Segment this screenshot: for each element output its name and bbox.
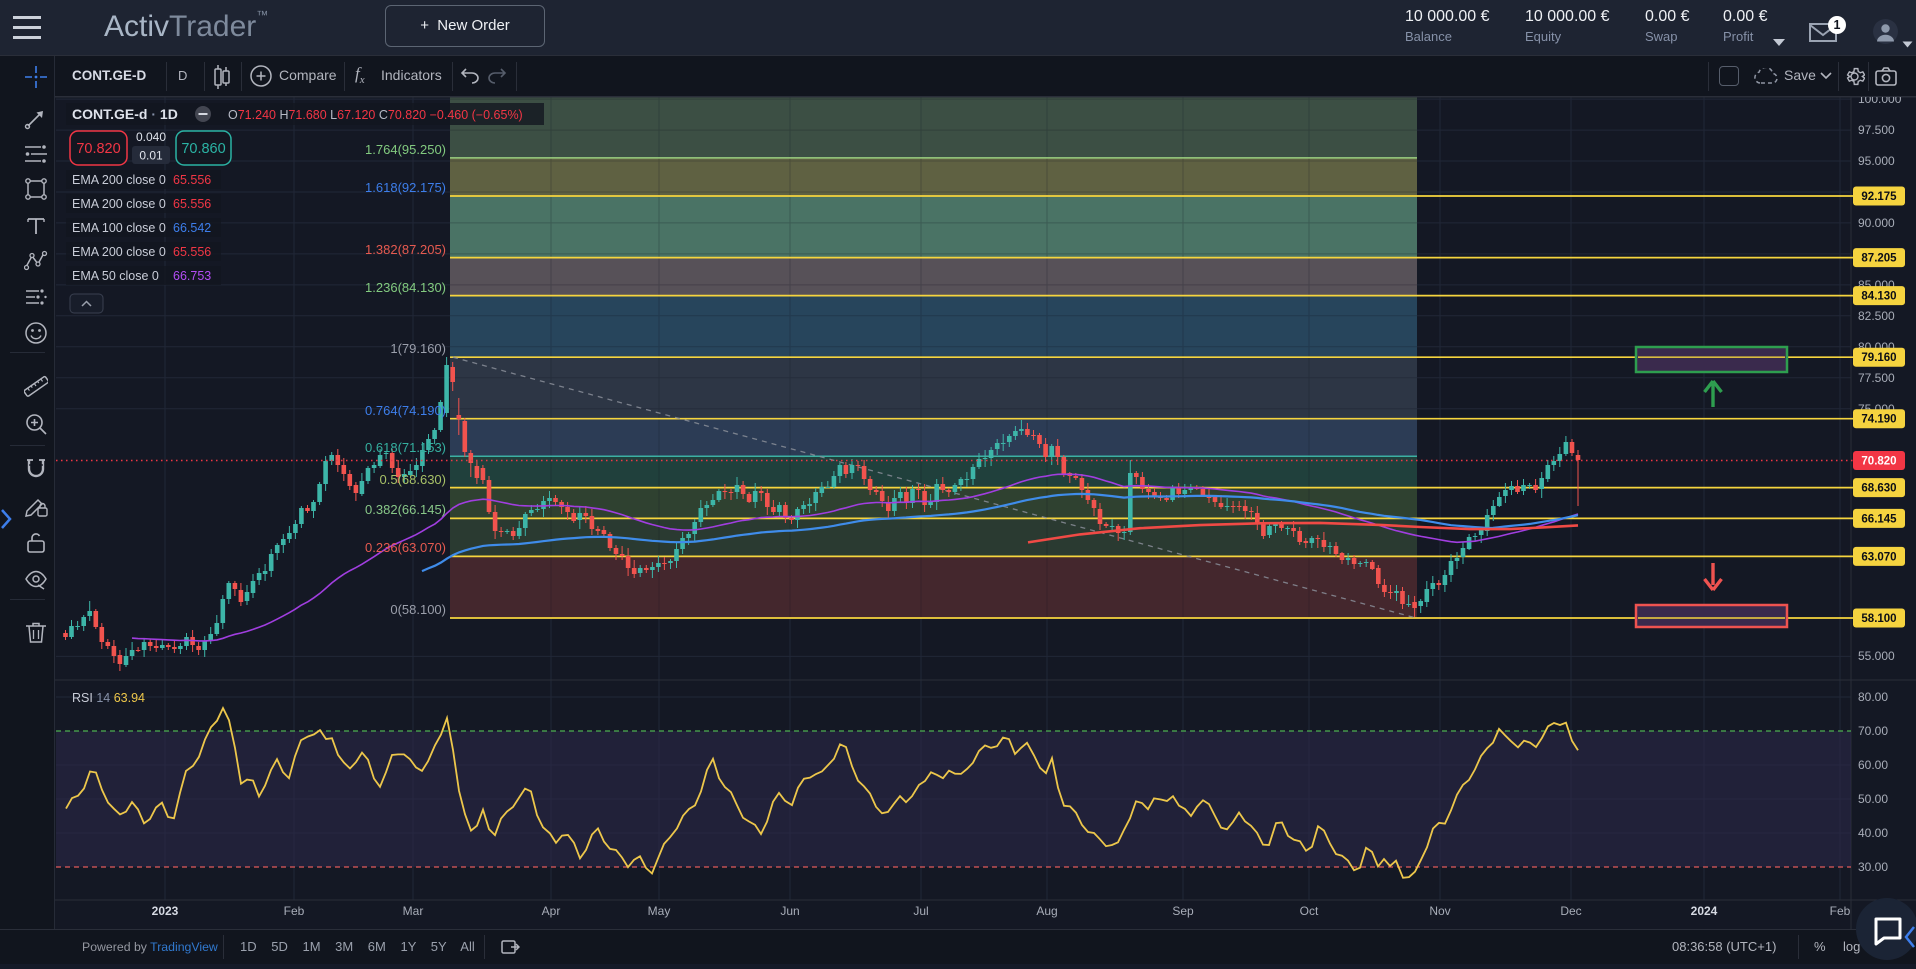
svg-text:1.618(92.175): 1.618(92.175) — [365, 180, 446, 195]
svg-text:87.205: 87.205 — [1861, 253, 1897, 265]
svg-text:2023: 2023 — [152, 904, 179, 918]
svg-text:CONT.GE-d · 1D: CONT.GE-d · 1D — [72, 106, 178, 122]
svg-text:EMA 50 close 0: EMA 50 close 0 — [72, 269, 159, 283]
svg-text:0.5(68.630): 0.5(68.630) — [380, 472, 447, 487]
svg-text:EMA 200 close 0: EMA 200 close 0 — [72, 245, 166, 259]
svg-text:0.040: 0.040 — [136, 130, 166, 144]
svg-text:Mar: Mar — [403, 904, 424, 918]
svg-text:Nov: Nov — [1429, 904, 1450, 918]
svg-text:50.00: 50.00 — [1858, 792, 1888, 806]
svg-text:0(58.100): 0(58.100) — [390, 602, 446, 617]
svg-text:Sep: Sep — [1172, 904, 1194, 918]
svg-text:65.556: 65.556 — [173, 197, 211, 211]
svg-text:Apr: Apr — [542, 904, 561, 918]
svg-text:40.00: 40.00 — [1858, 826, 1888, 840]
svg-text:66.542: 66.542 — [173, 221, 211, 235]
svg-text:70.820: 70.820 — [76, 141, 120, 157]
svg-text:RSI 14 63.94: RSI 14 63.94 — [72, 691, 145, 705]
svg-text:77.500: 77.500 — [1858, 371, 1895, 385]
svg-text:Feb: Feb — [284, 904, 305, 918]
svg-text:68.630: 68.630 — [1861, 483, 1896, 495]
svg-text:Aug: Aug — [1036, 904, 1057, 918]
svg-text:70.00: 70.00 — [1858, 724, 1888, 738]
svg-text:EMA 200 close 0: EMA 200 close 0 — [72, 173, 166, 187]
svg-text:O71.240 H71.680 L67.120 C70.82: O71.240 H71.680 L67.120 C70.820 −0.460 (… — [228, 108, 523, 122]
svg-text:May: May — [648, 904, 671, 918]
svg-text:58.100: 58.100 — [1861, 613, 1896, 625]
svg-text:66.145: 66.145 — [1861, 513, 1897, 525]
svg-text:EMA 100 close 0: EMA 100 close 0 — [72, 221, 166, 235]
svg-text:97.500: 97.500 — [1858, 123, 1895, 137]
svg-text:EMA 200 close 0: EMA 200 close 0 — [72, 197, 166, 211]
svg-text:80.00: 80.00 — [1858, 690, 1888, 704]
svg-text:Feb: Feb — [1830, 904, 1851, 918]
svg-text:66.753: 66.753 — [173, 269, 211, 283]
svg-text:Jun: Jun — [780, 904, 799, 918]
svg-text:82.500: 82.500 — [1858, 309, 1895, 323]
svg-text:0.764(74.190): 0.764(74.190) — [365, 403, 446, 418]
svg-text:55.000: 55.000 — [1858, 649, 1895, 663]
svg-text:95.000: 95.000 — [1858, 154, 1895, 168]
svg-text:70.820: 70.820 — [1861, 456, 1896, 468]
svg-text:1.382(87.205): 1.382(87.205) — [365, 242, 446, 257]
svg-text:92.175: 92.175 — [1861, 191, 1897, 203]
svg-text:Jul: Jul — [913, 904, 928, 918]
svg-text:79.160: 79.160 — [1861, 352, 1896, 364]
svg-text:65.556: 65.556 — [173, 173, 211, 187]
svg-text:63.070: 63.070 — [1861, 551, 1896, 563]
svg-text:90.000: 90.000 — [1858, 216, 1895, 230]
svg-text:70.860: 70.860 — [181, 141, 225, 157]
svg-text:0.618(71.153): 0.618(71.153) — [365, 440, 446, 455]
svg-text:74.190: 74.190 — [1861, 414, 1896, 426]
svg-text:60.00: 60.00 — [1858, 758, 1888, 772]
svg-text:0.236(63.070): 0.236(63.070) — [365, 540, 446, 555]
svg-text:1.236(84.130): 1.236(84.130) — [365, 280, 446, 295]
svg-text:0.01: 0.01 — [139, 149, 163, 163]
svg-text:1.764(95.250): 1.764(95.250) — [365, 142, 446, 157]
svg-text:1(79.160): 1(79.160) — [390, 341, 446, 356]
svg-text:84.130: 84.130 — [1861, 291, 1896, 303]
svg-text:0.382(66.145): 0.382(66.145) — [365, 502, 446, 517]
svg-text:Dec: Dec — [1560, 904, 1581, 918]
svg-text:65.556: 65.556 — [173, 245, 211, 259]
svg-text:Oct: Oct — [1300, 904, 1319, 918]
svg-text:2024: 2024 — [1691, 904, 1718, 918]
svg-text:30.00: 30.00 — [1858, 860, 1888, 874]
